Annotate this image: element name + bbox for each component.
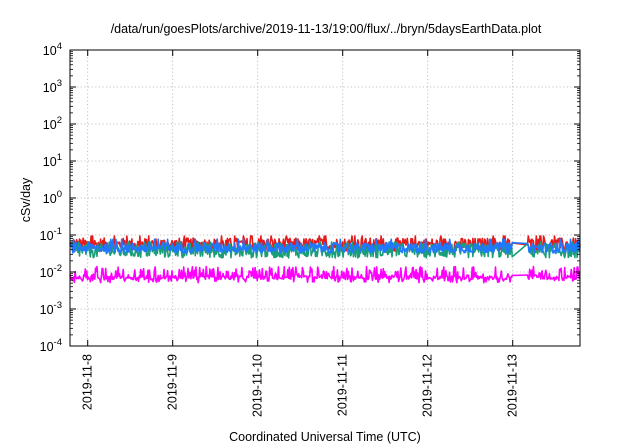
- y-tick-label: 102: [43, 115, 62, 132]
- chart-title: /data/run/goesPlots/archive/2019-11-13/1…: [111, 22, 542, 36]
- x-tick-label: 2019-11-11: [336, 354, 350, 416]
- series-line: [69, 265, 581, 284]
- y-tick-label: 104: [43, 41, 62, 58]
- y-axis-label: cSv/day: [19, 177, 33, 222]
- y-tick-label: 10-2: [40, 263, 62, 280]
- x-axis-label: Coordinated Universal Time (UTC): [229, 430, 421, 444]
- x-tick-label: 2019-11-9: [166, 354, 180, 410]
- x-tick-label: 2019-11-8: [81, 354, 95, 410]
- x-tick-label: 2019-11-12: [421, 354, 435, 417]
- grid: [70, 50, 580, 346]
- x-tick-label: 2019-11-13: [506, 354, 520, 417]
- y-tick-label: 103: [43, 78, 62, 95]
- series-line: [69, 238, 581, 254]
- y-tick-label: 10-3: [40, 300, 62, 317]
- y-tick-label: 100: [43, 189, 62, 206]
- y-tick-label: 101: [43, 152, 62, 169]
- series-group: [69, 235, 581, 284]
- x-axis-ticks: 2019-11-8 2019-11-9 2019-11-10 2019-11-11 20…: [81, 50, 520, 417]
- y-tick-label: 10-4: [40, 337, 62, 354]
- x-tick-label: 2019-11-10: [251, 354, 265, 417]
- y-axis-ticks: 10-4 10-3 10-2 10-1 100 101 102 103 104: [40, 41, 580, 354]
- y-tick-label: 10-1: [40, 226, 62, 243]
